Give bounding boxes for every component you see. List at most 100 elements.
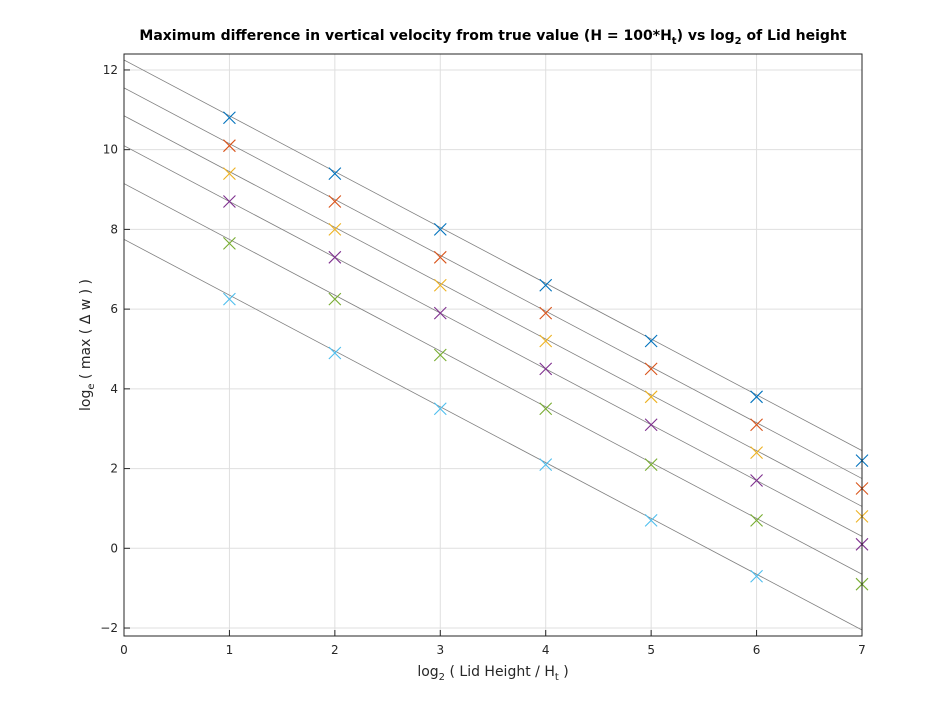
chart-title: Maximum difference in vertical velocity … [139, 28, 847, 47]
fit-line-4 [123, 145, 863, 537]
data-point-s5-4 [539, 402, 553, 416]
marker-stroke [223, 292, 236, 306]
marker-stroke [433, 278, 447, 292]
data-point-s6-1 [223, 292, 236, 306]
y-tick-label: 10 [103, 143, 118, 157]
data-point-s4-4 [539, 362, 553, 376]
data-point-s4-6 [750, 474, 763, 487]
data-point-s4-3 [433, 306, 447, 320]
marker-stroke [328, 250, 342, 264]
marker-stroke [223, 139, 236, 153]
marker-stroke [539, 402, 553, 416]
x-tick-label: 7 [858, 643, 866, 657]
x-tick-label: 2 [331, 643, 339, 657]
data-point-s3-3 [433, 278, 447, 292]
ylabel-prefix: log [78, 390, 94, 411]
marker-stroke [328, 292, 342, 306]
marker-stroke [328, 223, 342, 236]
data-point-s2-4 [539, 306, 553, 320]
marker-stroke [750, 390, 763, 404]
y-tick-label: 0 [110, 541, 118, 555]
data-point-s4-2 [328, 250, 342, 264]
marker-stroke [539, 458, 553, 471]
axes-box [123, 53, 863, 637]
data-point-s6-6 [750, 569, 763, 583]
y-tick-label: 8 [110, 222, 118, 236]
y-tick-label: 6 [110, 302, 118, 316]
xlabel-sub-2: 2 [439, 672, 445, 683]
ylabel-suffix: ( max ( Δ w ) ) [78, 279, 94, 384]
data-point-s5-6 [750, 514, 763, 527]
fit-line-5 [123, 183, 863, 575]
marker-stroke [223, 195, 236, 208]
marker-stroke [223, 167, 236, 180]
data-point-s6-4 [539, 458, 553, 471]
title-sub-2: 2 [735, 36, 742, 47]
marker-stroke [644, 390, 658, 404]
data-point-s3-1 [223, 167, 236, 180]
marker-stroke [433, 250, 447, 264]
data-point-s2-3 [433, 250, 447, 264]
data-point-s1-1 [223, 111, 236, 125]
marker-stroke [644, 514, 658, 527]
marker-stroke [328, 195, 342, 208]
data-point-s1-5 [644, 334, 658, 348]
data-point-s2-5 [644, 362, 658, 376]
marker-stroke [750, 418, 763, 432]
marker-stroke [539, 278, 553, 292]
marker-stroke [750, 514, 763, 527]
data-point-s1-6 [750, 390, 763, 404]
data-point-s5-1 [223, 236, 236, 250]
marker-stroke [328, 346, 342, 360]
y-tick-label: 12 [103, 63, 118, 77]
data-point-s3-4 [539, 334, 553, 348]
fit-lines [123, 59, 863, 631]
markers [223, 111, 869, 591]
marker-stroke [539, 306, 553, 320]
marker-stroke [433, 402, 447, 416]
marker-stroke [328, 167, 342, 180]
data-point-s6-3 [433, 402, 447, 416]
marker-stroke [644, 362, 658, 376]
title-sub-t: t [672, 36, 677, 47]
y-tick-label: 2 [110, 462, 118, 476]
x-tick-label: 4 [542, 643, 550, 657]
data-point-s3-2 [328, 223, 342, 236]
fit-line-1 [123, 59, 863, 451]
data-point-s1-2 [328, 167, 342, 180]
xlabel-middle: ( Lid Height / H [445, 664, 555, 680]
data-point-s1-4 [539, 278, 553, 292]
x-tick-label: 0 [120, 643, 128, 657]
xlabel-prefix: log [417, 664, 438, 680]
marker-stroke [750, 474, 763, 487]
data-point-s5-3 [433, 348, 447, 362]
marker-stroke [539, 362, 553, 376]
x-tick-label: 3 [436, 643, 444, 657]
x-tick-label: 1 [226, 643, 234, 657]
data-point-s1-3 [433, 223, 447, 236]
marker-stroke [644, 334, 658, 348]
data-point-s4-1 [223, 195, 236, 208]
xlabel-suffix: ) [559, 664, 569, 680]
data-point-s5-5 [644, 458, 658, 471]
fit-line-3 [123, 115, 863, 507]
y-tick-label: −2 [100, 621, 118, 635]
data-point-s2-1 [223, 139, 236, 153]
title-middle: ) vs log [677, 28, 735, 44]
data-point-s3-5 [644, 390, 658, 404]
marker-stroke [750, 446, 763, 460]
marker-stroke [433, 306, 447, 320]
x-tick-label: 6 [753, 643, 761, 657]
data-point-s4-5 [644, 418, 658, 432]
title-prefix: Maximum difference in vertical velocity … [139, 28, 671, 44]
y-tick-label: 4 [110, 382, 118, 396]
marker-stroke [539, 334, 553, 348]
marker-stroke [433, 348, 447, 362]
marker-stroke [223, 111, 236, 125]
marker-stroke [433, 223, 447, 236]
fit-line-2 [123, 87, 863, 479]
ylabel-sub-e: e [86, 384, 97, 390]
marker-stroke [223, 236, 236, 250]
